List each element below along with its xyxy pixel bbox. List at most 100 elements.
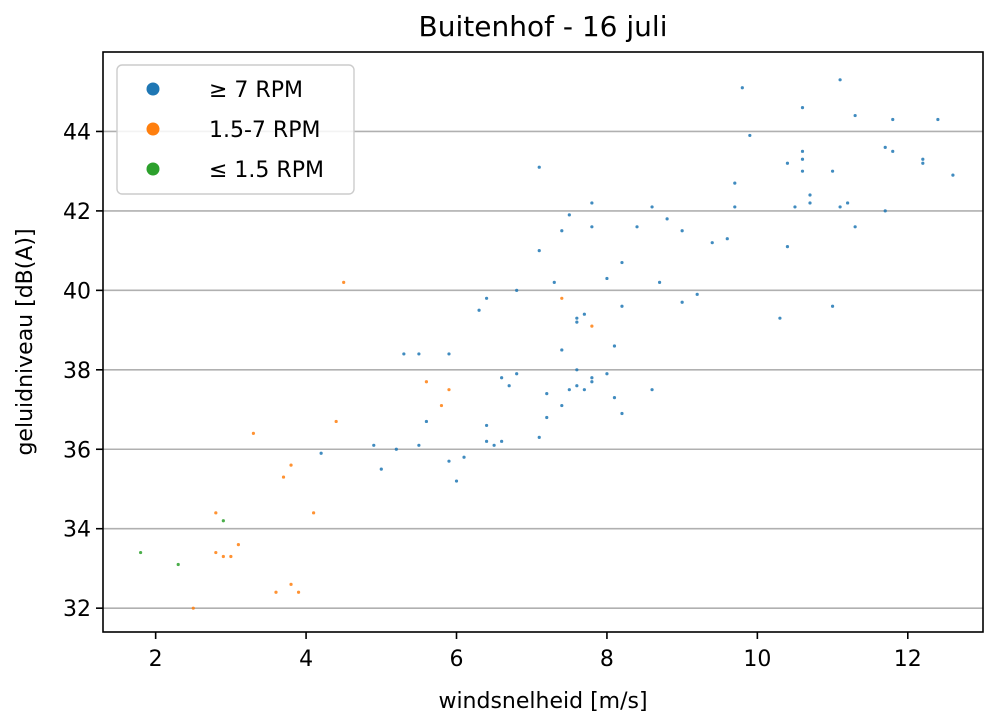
- data-point: [191, 606, 195, 610]
- data-point: [853, 225, 857, 229]
- data-point: [214, 550, 218, 555]
- data-point: [710, 241, 714, 245]
- x-axis-label: windsnelheid [m/s]: [438, 689, 647, 714]
- data-point: [560, 348, 564, 352]
- data-point: [785, 245, 790, 249]
- data-point: [853, 113, 857, 118]
- data-point: [417, 443, 421, 447]
- x-tick-label: 8: [600, 647, 614, 672]
- data-point: [785, 161, 790, 165]
- x-tick-label: 4: [299, 647, 313, 672]
- data-point: [560, 229, 564, 233]
- y-tick-label: 36: [63, 438, 91, 463]
- data-point: [221, 554, 225, 559]
- legend-marker: [146, 162, 160, 176]
- data-point: [800, 106, 805, 110]
- data-point: [936, 117, 940, 122]
- legend-frame: [116, 64, 355, 195]
- data-point: [281, 475, 286, 479]
- data-point: [424, 419, 429, 424]
- data-point: [620, 260, 624, 265]
- data-point: [612, 396, 617, 400]
- data-point: [590, 380, 594, 384]
- legend-marker: [146, 122, 160, 136]
- y-tick-label: 32: [63, 597, 91, 622]
- data-point: [545, 392, 549, 396]
- data-point: [921, 161, 925, 165]
- data-point: [793, 205, 797, 209]
- data-point: [507, 384, 511, 388]
- data-point: [800, 169, 805, 173]
- data-point: [342, 280, 346, 285]
- data-point: [921, 157, 925, 161]
- data-point: [484, 423, 489, 428]
- data-point: [537, 249, 541, 253]
- data-point: [545, 415, 549, 420]
- data-point: [289, 463, 293, 467]
- data-point: [778, 316, 782, 320]
- data-point: [657, 280, 662, 285]
- data-point: [590, 225, 594, 229]
- x-tick-label: 10: [743, 647, 771, 672]
- y-axis-label: geluidniveau [dB(A)]: [13, 228, 38, 455]
- data-point: [838, 205, 842, 209]
- data-point: [733, 181, 737, 185]
- data-point: [394, 447, 398, 451]
- data-point: [951, 173, 955, 177]
- data-point: [274, 590, 278, 594]
- data-point: [891, 149, 895, 153]
- data-point: [620, 411, 624, 416]
- data-point: [454, 479, 459, 483]
- data-point: [695, 292, 699, 296]
- data-point: [582, 388, 586, 392]
- y-tick-label: 34: [63, 518, 91, 543]
- data-point: [424, 380, 429, 384]
- x-tick-label: 2: [149, 647, 163, 672]
- data-point: [221, 519, 225, 523]
- data-point: [575, 320, 579, 324]
- data-point: [236, 543, 240, 547]
- data-point: [319, 451, 323, 455]
- data-point: [289, 582, 293, 586]
- data-point: [372, 443, 376, 447]
- data-point: [650, 388, 654, 392]
- data-point: [891, 117, 895, 122]
- plot-frame: [102, 51, 984, 633]
- data-point: [575, 368, 579, 372]
- data-point: [605, 372, 609, 376]
- data-point: [808, 201, 812, 205]
- x-tick-label: 12: [894, 647, 922, 672]
- data-point: [417, 352, 421, 356]
- data-point: [808, 193, 812, 197]
- data-point: [447, 459, 451, 463]
- x-tick-label: 6: [450, 647, 464, 672]
- data-point: [567, 388, 571, 392]
- y-tick-label: 42: [63, 200, 91, 225]
- data-point: [680, 229, 684, 233]
- data-point: [590, 201, 594, 205]
- gridlines: [103, 130, 983, 609]
- data-point: [650, 205, 654, 209]
- legend-marker: [146, 82, 160, 96]
- x-axis-ticks: 2 4 6 8 10 12: [149, 632, 922, 672]
- data-point: [176, 562, 180, 567]
- data-point: [560, 296, 564, 300]
- y-tick-label: 38: [63, 359, 91, 384]
- data-point: [883, 209, 887, 213]
- data-point: [590, 324, 594, 328]
- data-point: [515, 288, 519, 292]
- data-points: [139, 78, 955, 610]
- y-tick-label: 40: [63, 279, 91, 304]
- data-point: [500, 439, 504, 443]
- data-point: [515, 372, 519, 376]
- data-point: [447, 352, 451, 356]
- data-point: [665, 217, 669, 221]
- data-point: [838, 78, 842, 82]
- data-point: [334, 419, 338, 424]
- data-point: [500, 376, 504, 380]
- legend-label: ≥ 7 RPM: [209, 78, 303, 103]
- data-point: [883, 145, 887, 149]
- data-point: [590, 376, 594, 380]
